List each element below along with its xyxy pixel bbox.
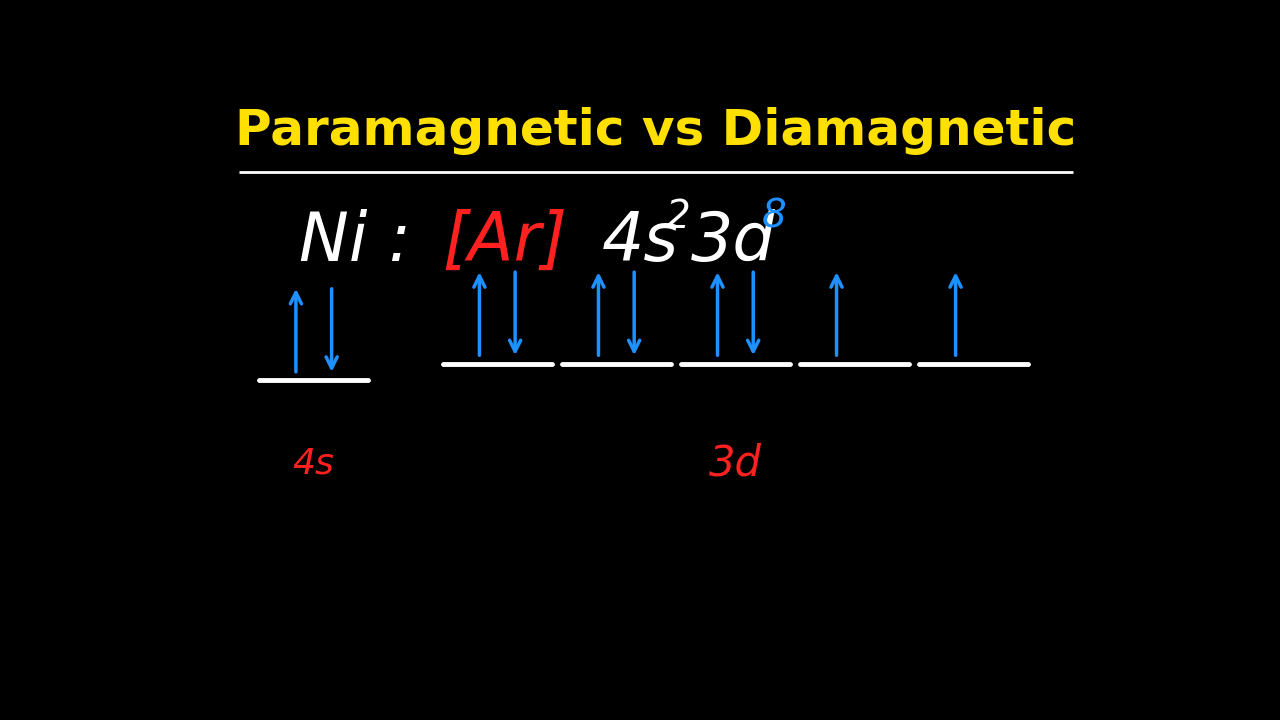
Text: 4s: 4s <box>602 209 678 274</box>
Text: Ni :: Ni : <box>300 209 433 274</box>
Text: [Ar]: [Ar] <box>443 209 568 274</box>
Text: 4s: 4s <box>293 446 334 480</box>
Text: 3d: 3d <box>691 209 776 274</box>
Text: 3d: 3d <box>709 442 762 485</box>
Text: 8: 8 <box>762 198 787 235</box>
Text: Paramagnetic vs Diamagnetic: Paramagnetic vs Diamagnetic <box>236 107 1076 155</box>
Text: 2: 2 <box>666 198 691 235</box>
